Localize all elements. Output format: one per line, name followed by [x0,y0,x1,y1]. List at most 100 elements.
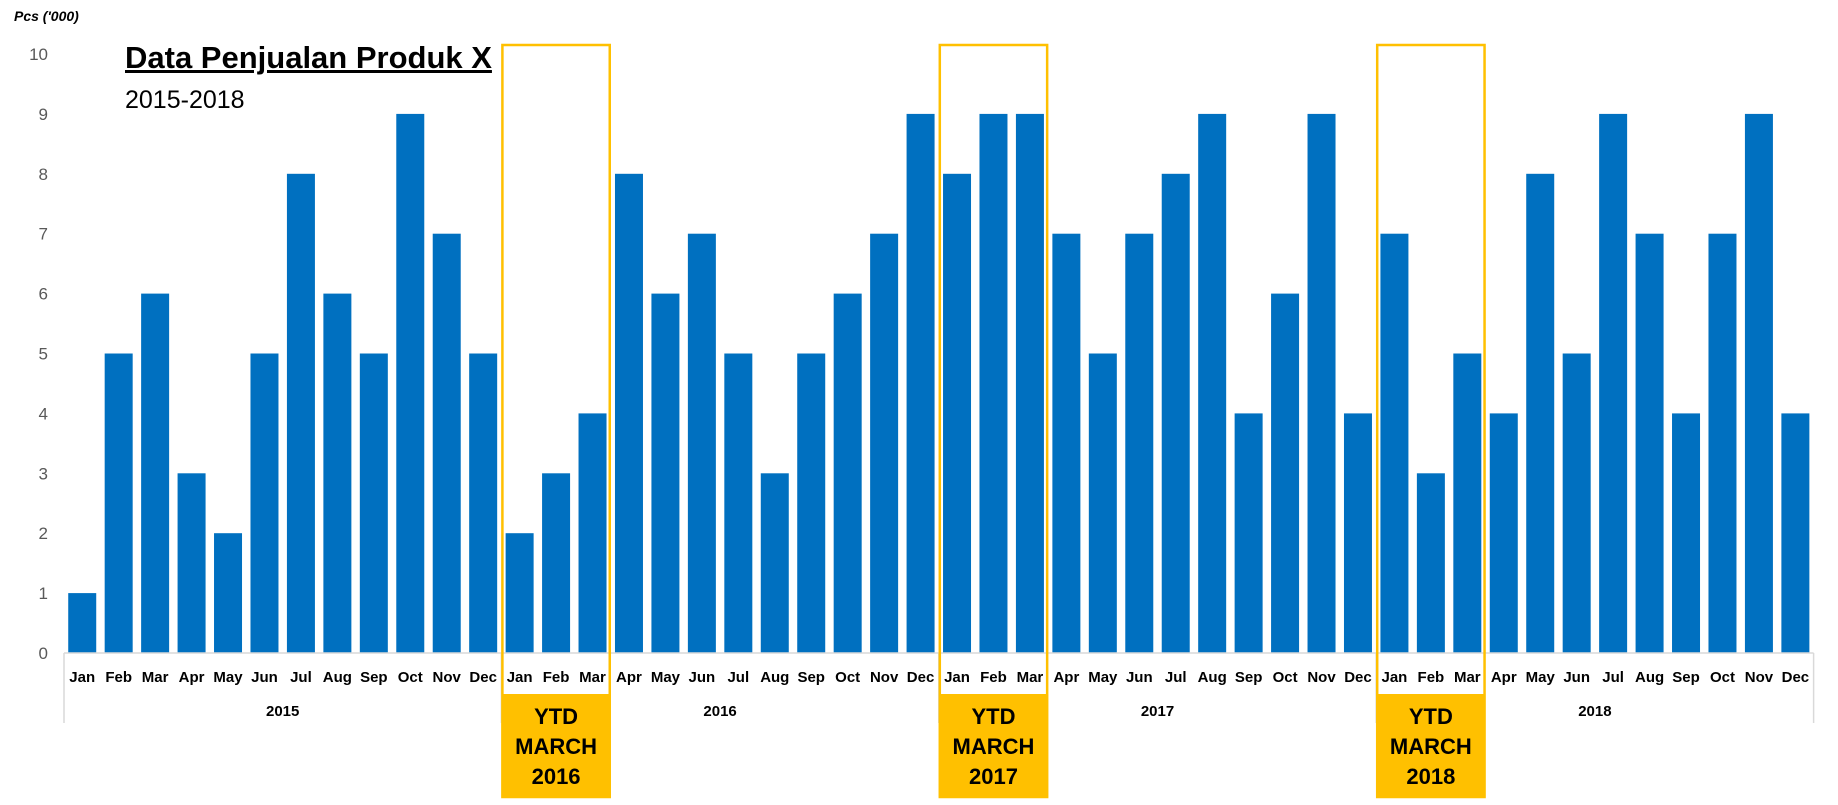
x-tick-label: Nov [1745,669,1774,686]
x-tick-label: May [213,669,243,686]
bar-2018-Apr [1489,413,1518,653]
y-tick-label: 5 [39,345,48,364]
bar-2016-Oct [833,293,862,653]
ytd-label-box [938,694,1049,797]
bar-2016-Feb [542,473,571,653]
y-tick-label: 0 [39,644,48,663]
x-tick-label: Jul [727,669,749,686]
bar-2016-Jul [724,353,753,653]
bar-2015-Sep [359,353,388,653]
bar-2017-Oct [1271,293,1300,653]
x-tick-label: Jan [1381,669,1407,686]
bar-2016-Dec [906,113,935,653]
x-tick-label: Mar [1454,669,1481,686]
x-tick-label: Jun [689,669,716,686]
x-tick-label: Feb [543,669,570,686]
x-tick-label: Feb [1418,669,1445,686]
bar-2017-Jul [1161,173,1190,654]
bar-2015-Nov [432,233,461,653]
bar-2017-Mar [1015,113,1044,653]
x-tick-label: Mar [142,669,169,686]
ytd-label-line: 2018 [1406,764,1455,789]
x-tick-label: Mar [1017,669,1044,686]
x-tick-label: Jul [1165,669,1187,686]
x-tick-label: Nov [1307,669,1336,686]
y-tick-label: 1 [39,584,48,603]
y-tick-label: 3 [39,464,48,483]
year-label: 2017 [1141,703,1174,720]
year-label: 2016 [703,703,736,720]
y-tick-label: 2 [39,524,48,543]
x-tick-label: Dec [907,669,935,686]
bar-2015-Mar [141,293,170,653]
bar-2015-May [214,533,243,653]
x-tick-label: Jan [69,669,95,686]
bar-2016-Aug [760,473,789,653]
bar-2017-Jan [943,173,972,654]
bar-2016-Jan [505,533,534,653]
x-tick-label: Nov [433,669,462,686]
bar-2018-Aug [1635,233,1664,653]
ytd-label-line: YTD [534,704,578,729]
bar-2015-Dec [469,353,498,653]
x-tick-label: Jan [944,669,970,686]
bar-2015-Jan [68,593,97,653]
x-tick-label: Jul [290,669,312,686]
x-tick-label: May [651,669,681,686]
x-tick-label: Aug [1635,669,1664,686]
bar-2017-Nov [1307,113,1336,653]
x-tick-label: Dec [1344,669,1372,686]
x-tick-label: Oct [398,669,423,686]
x-tick-label: Aug [760,669,789,686]
bar-2017-Dec [1343,413,1372,653]
bar-2018-Jul [1599,113,1628,653]
x-tick-label: Mar [579,669,606,686]
ytd-highlight-frame [1375,43,1486,799]
bar-2015-Jul [286,173,315,654]
bar-2017-Jun [1125,233,1154,653]
bar-2015-Oct [396,113,425,653]
x-tick-label: Sep [1672,669,1700,686]
x-tick-label: May [1088,669,1118,686]
bar-2018-Oct [1708,233,1737,653]
x-tick-label: Feb [980,669,1007,686]
year-label: 2015 [266,703,299,720]
bar-2017-Aug [1198,113,1227,653]
bar-2016-Sep [797,353,826,653]
bar-2017-May [1088,353,1117,653]
ytd-label-line: YTD [1409,704,1453,729]
y-tick-label: 4 [39,404,48,423]
x-tick-label: Nov [870,669,899,686]
x-tick-label: Aug [1198,669,1227,686]
x-tick-label: Jul [1602,669,1624,686]
x-tick-label: Jun [1126,669,1153,686]
x-tick-label: Feb [105,669,132,686]
bar-2016-Nov [870,233,899,653]
bar-2018-May [1526,173,1555,654]
ytd-highlight-frame [501,43,611,799]
bar-2016-May [651,293,680,653]
x-tick-label: Sep [360,669,388,686]
y-tick-label: 9 [39,105,48,124]
bar-2016-Apr [614,173,643,654]
y-tick-label: 6 [39,285,48,304]
x-tick-label: Jan [507,669,533,686]
bar-2018-Sep [1672,413,1701,653]
x-tick-label: Jun [251,669,278,686]
ytd-label-box [1376,694,1486,797]
x-tick-label: Apr [1491,669,1517,686]
x-tick-label: Aug [323,669,352,686]
bar-2017-Sep [1234,413,1263,653]
x-tick-label: Sep [797,669,825,686]
ytd-label-box [501,694,611,797]
x-tick-label: Jun [1563,669,1590,686]
bar-2017-Apr [1052,233,1081,653]
x-tick-label: Oct [835,669,860,686]
bar-2018-Dec [1781,413,1810,653]
x-tick-label: Sep [1235,669,1263,686]
ytd-label-line: 2016 [532,764,581,789]
chart-title: Data Penjualan Produk X [125,40,492,75]
ytd-label-line: 2017 [969,764,1018,789]
x-tick-label: Apr [179,669,205,686]
bar-2018-Jun [1562,353,1591,653]
